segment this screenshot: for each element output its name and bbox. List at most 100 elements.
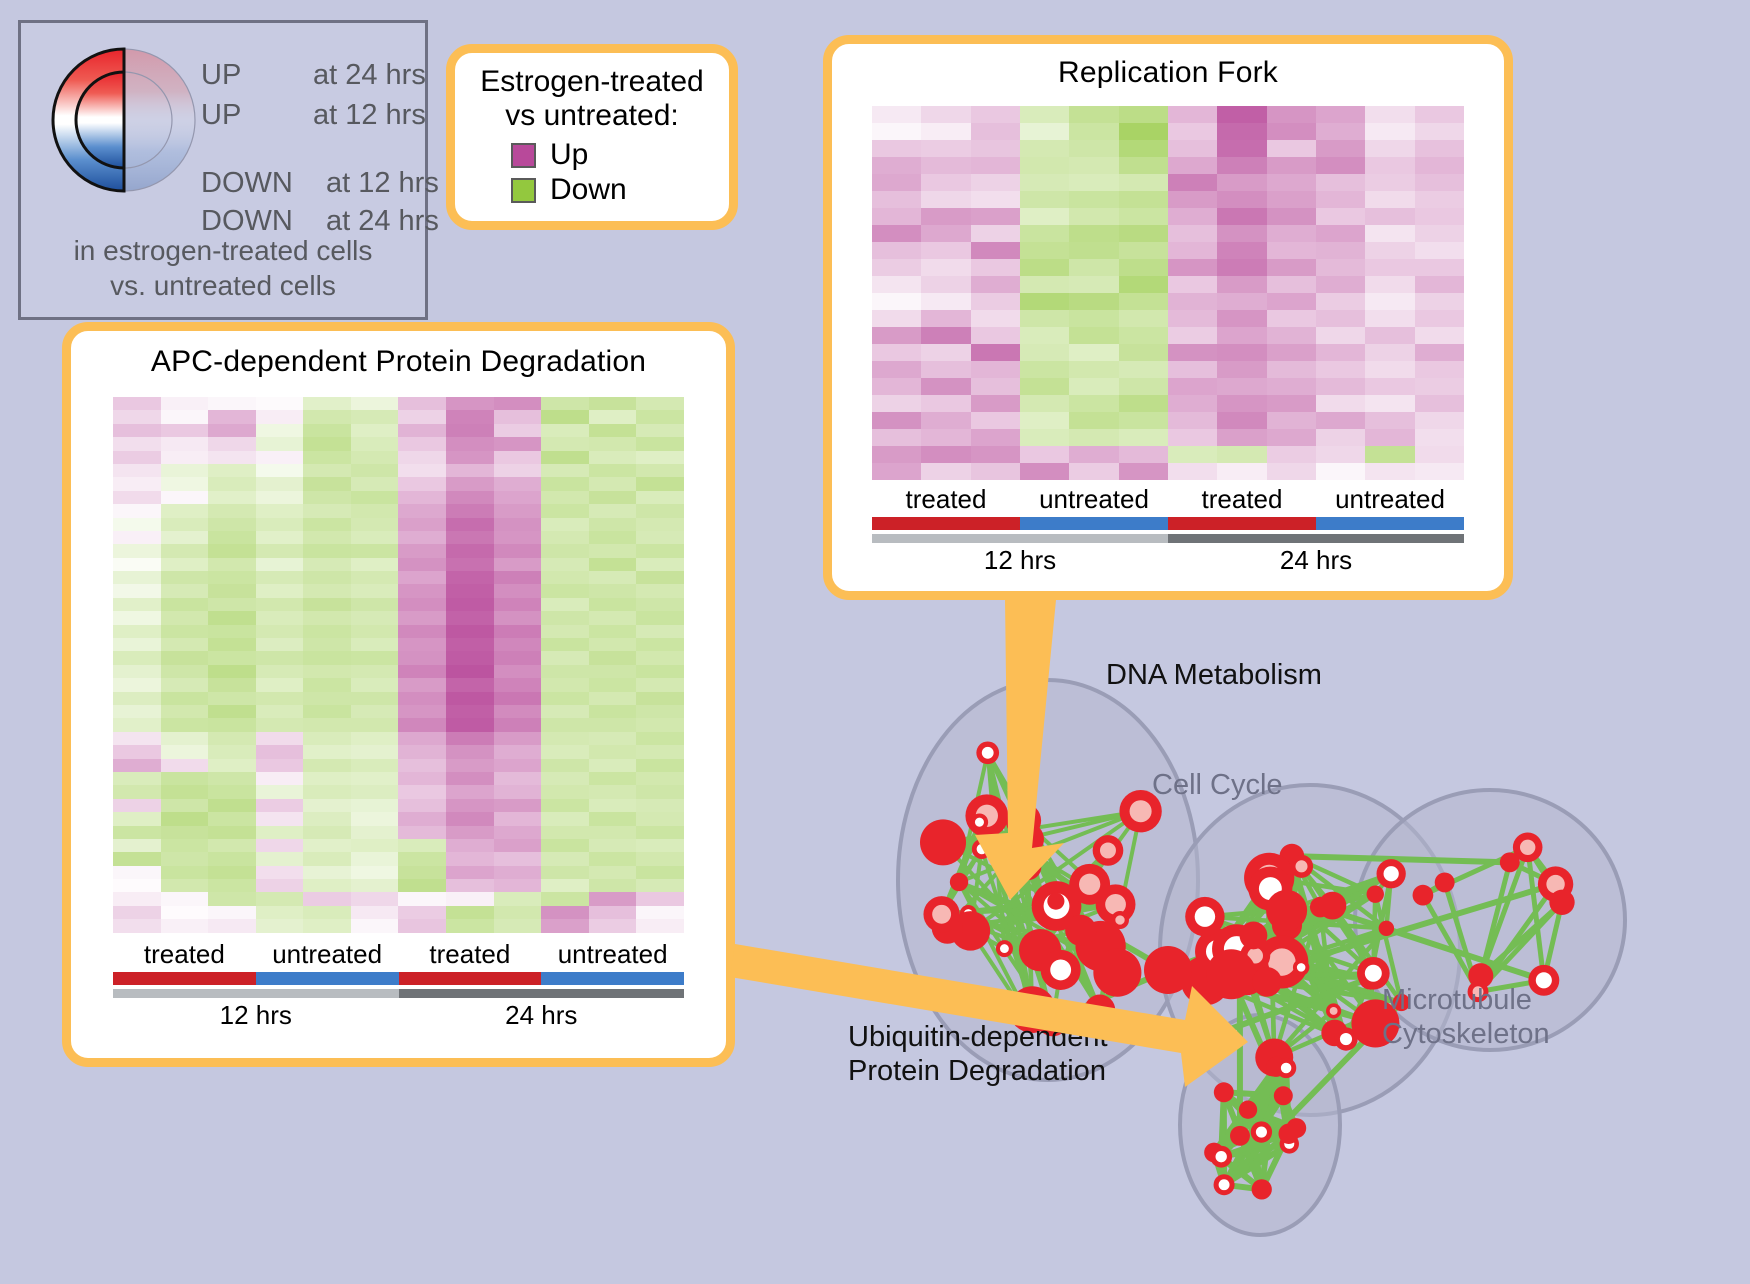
network-node[interactable]	[1293, 959, 1309, 975]
heatmap-cell	[636, 477, 684, 490]
heatmap-cell	[1069, 378, 1118, 395]
heatmap-cell	[161, 558, 209, 571]
network-node[interactable]	[1435, 872, 1455, 892]
heatmap-cell	[303, 879, 351, 892]
heatmap-cell	[872, 344, 921, 361]
heatmap-cell	[1316, 344, 1365, 361]
network-node[interactable]	[1367, 885, 1384, 902]
heatmap-cell	[446, 598, 494, 611]
heatmap-cell	[303, 531, 351, 544]
heatmap-cell	[303, 772, 351, 785]
network-node[interactable]	[971, 813, 988, 830]
heatmap-cell	[446, 892, 494, 905]
heatmap-cell	[208, 692, 256, 705]
heatmap-cell	[1267, 140, 1316, 157]
heatmap-cell	[589, 437, 637, 450]
heatmap-cell	[256, 799, 304, 812]
network-node[interactable]	[1549, 890, 1574, 915]
network-node[interactable]	[1093, 835, 1124, 866]
heatmap-cell	[1069, 191, 1118, 208]
network-node[interactable]	[1188, 1028, 1212, 1052]
network-node[interactable]	[950, 873, 968, 891]
heatmap-cell	[1168, 429, 1217, 446]
heatmap-cell	[494, 571, 542, 584]
network-node[interactable]	[1252, 1179, 1272, 1199]
network-node[interactable]	[1093, 949, 1141, 997]
network-node[interactable]	[1279, 1123, 1299, 1143]
heatmap-cell	[446, 451, 494, 464]
heatmap-cell	[872, 225, 921, 242]
network-node[interactable]	[1069, 864, 1110, 905]
network-node[interactable]	[1290, 855, 1313, 878]
axis-group-label: untreated	[1020, 484, 1168, 515]
heatmap-cell	[494, 544, 542, 557]
heatmap-cell	[494, 812, 542, 825]
network-node[interactable]	[965, 794, 1008, 837]
heatmap-cell	[1365, 276, 1414, 293]
heatmap-cell	[971, 429, 1020, 446]
heatmap-cell	[398, 504, 446, 517]
heatmap-cell	[1020, 242, 1069, 259]
heatmap-cell	[256, 879, 304, 892]
network-node[interactable]	[976, 741, 999, 764]
network-node[interactable]	[1240, 922, 1268, 950]
network-node[interactable]	[996, 940, 1013, 957]
network-node[interactable]	[1185, 897, 1224, 936]
heatmap-cell	[161, 919, 209, 932]
heatmap-cell	[1267, 191, 1316, 208]
network-node[interactable]	[1513, 832, 1543, 862]
network-node[interactable]	[1210, 1146, 1232, 1168]
network-node[interactable]	[1047, 893, 1064, 910]
network-node[interactable]	[1006, 803, 1041, 838]
network-node[interactable]	[1111, 911, 1129, 929]
heatmap-cell	[1020, 106, 1069, 123]
heatmap-cell	[1069, 106, 1118, 123]
heatmap-cell	[161, 571, 209, 584]
network-node[interactable]	[1214, 1082, 1234, 1102]
network-node[interactable]	[1377, 859, 1406, 888]
network-node[interactable]	[1041, 950, 1081, 990]
network-node[interactable]	[1144, 946, 1192, 994]
network-node[interactable]	[972, 839, 992, 859]
heatmap-cell	[113, 611, 161, 624]
heatmap-cell	[256, 826, 304, 839]
network-node[interactable]	[1413, 885, 1434, 906]
network-node[interactable]	[1379, 921, 1394, 936]
heatmap-cell	[351, 410, 399, 423]
heatmap-cell	[1365, 310, 1414, 327]
heatmap-cell	[872, 395, 921, 412]
heatmap-cell	[494, 625, 542, 638]
heatmap-cell	[541, 759, 589, 772]
network-node[interactable]	[920, 819, 966, 865]
network-node[interactable]	[1239, 1101, 1257, 1119]
network-node[interactable]	[1251, 1121, 1272, 1142]
network-node-core	[1365, 965, 1382, 982]
heatmap-cell	[1020, 429, 1069, 446]
network-node[interactable]	[1274, 1086, 1293, 1105]
heatmap-cell	[541, 692, 589, 705]
network-node[interactable]	[1252, 967, 1282, 997]
network-node[interactable]	[1065, 915, 1096, 946]
network-node[interactable]	[1319, 892, 1347, 920]
network-node[interactable]	[1230, 1126, 1250, 1146]
heatmap-cell	[1069, 446, 1118, 463]
network-node[interactable]	[1206, 949, 1256, 999]
heatmap-cell	[351, 826, 399, 839]
network-node[interactable]	[1214, 1174, 1235, 1195]
heatmap-cell	[1415, 395, 1464, 412]
network-node[interactable]	[1266, 890, 1307, 931]
network-node[interactable]	[1015, 854, 1041, 880]
heatmap-cell	[161, 759, 209, 772]
heatmap-cell	[256, 611, 304, 624]
heatmap-cell	[494, 759, 542, 772]
heatmap-cell	[971, 191, 1020, 208]
heatmap-cell	[1415, 361, 1464, 378]
network-node[interactable]	[1326, 1003, 1341, 1018]
network-node[interactable]	[923, 896, 959, 932]
heatmap-cell	[921, 327, 970, 344]
legend-title-line1: Estrogen-treated	[455, 65, 729, 99]
heatmap-cell	[872, 327, 921, 344]
heatmap-cell	[636, 611, 684, 624]
network-node[interactable]	[1276, 1058, 1296, 1078]
